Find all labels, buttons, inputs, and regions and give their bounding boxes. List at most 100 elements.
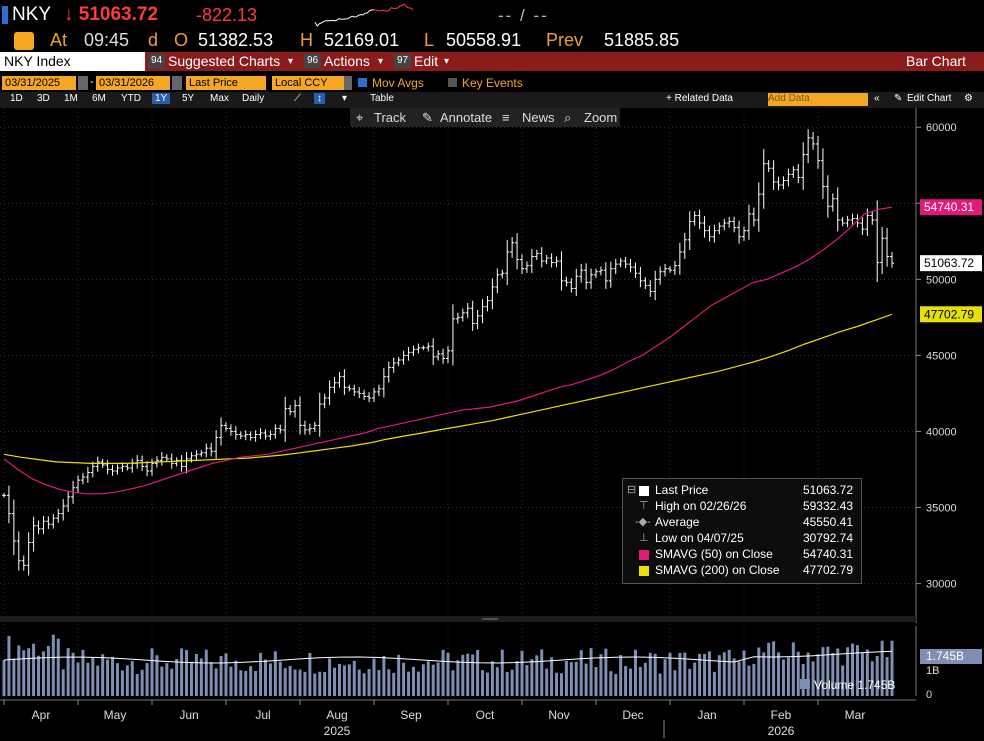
options-row: 03/31/2025 - 03/31/2026 Last Price Local… bbox=[0, 74, 984, 92]
start-date-input[interactable]: 03/31/2025 bbox=[2, 76, 76, 90]
volume-bar bbox=[125, 665, 129, 696]
volume-bar bbox=[32, 643, 36, 696]
news-icon[interactable]: ≡ bbox=[502, 110, 510, 125]
chevron-down-icon[interactable]: ▾ bbox=[288, 56, 294, 67]
price-bar bbox=[214, 430, 219, 459]
volume-bar bbox=[855, 645, 859, 696]
price-bar bbox=[228, 424, 233, 436]
price-bar bbox=[505, 240, 510, 286]
frequency-select[interactable]: Daily bbox=[242, 93, 265, 104]
volume-bar bbox=[120, 670, 124, 696]
volume-bar bbox=[851, 643, 855, 696]
news-button[interactable]: News bbox=[522, 110, 555, 125]
period-5y[interactable]: 5Y bbox=[182, 93, 195, 104]
track-icon[interactable]: ⌖ bbox=[356, 110, 364, 125]
volume-bar bbox=[337, 663, 341, 696]
volume-bar bbox=[416, 671, 420, 696]
price-bar bbox=[115, 464, 120, 475]
chevron-down-icon[interactable] bbox=[344, 76, 352, 90]
price-bar bbox=[278, 424, 283, 434]
price-bar bbox=[677, 242, 682, 275]
volume-bar bbox=[402, 662, 406, 696]
price-bar bbox=[475, 310, 480, 330]
period-1y[interactable]: 1Y bbox=[152, 93, 171, 104]
period-3d[interactable]: 3D bbox=[37, 93, 50, 104]
price-chart[interactable]: 30000350004000045000500005500060000 5474… bbox=[0, 108, 984, 741]
chart-legend[interactable]: ⊟ Last Price 51063.72 ⊤ High on 02/26/26… bbox=[622, 478, 862, 584]
price-bar bbox=[2, 493, 6, 498]
volume-bar bbox=[555, 672, 559, 696]
annotate-icon[interactable]: ✎ bbox=[422, 110, 433, 125]
volume-bar bbox=[550, 657, 554, 696]
volume-bar bbox=[303, 671, 307, 696]
annotate-button[interactable]: Annotate bbox=[440, 110, 493, 125]
volume-bar bbox=[707, 651, 711, 696]
period-max[interactable]: Max bbox=[210, 93, 229, 104]
volume-bar bbox=[525, 665, 529, 696]
track-button[interactable]: Track bbox=[374, 110, 407, 125]
zoom-icon[interactable]: ⌕ bbox=[564, 110, 572, 125]
volume-bar bbox=[693, 662, 697, 696]
chevron-down-icon[interactable]: ▾ bbox=[444, 56, 450, 67]
key-events-checkbox[interactable] bbox=[448, 78, 457, 87]
d-label: d bbox=[148, 30, 159, 50]
price-bar bbox=[426, 342, 431, 352]
wrench-icon[interactable]: ✎ bbox=[894, 93, 903, 104]
currency-select[interactable]: Local CCY bbox=[272, 76, 352, 90]
volume-legend: Volume 1.745B bbox=[800, 678, 895, 692]
mov-avgs-checkbox[interactable] bbox=[358, 78, 367, 87]
calendar-icon[interactable] bbox=[78, 76, 88, 90]
price-bar bbox=[776, 176, 781, 191]
period-1d[interactable]: 1D bbox=[10, 93, 23, 104]
zoom-button[interactable]: Zoom bbox=[584, 110, 618, 125]
volume-bar bbox=[71, 652, 75, 696]
volume-bar bbox=[870, 661, 874, 696]
period-ytd[interactable]: YTD bbox=[121, 93, 141, 104]
chevron-down-icon[interactable]: ▾ bbox=[342, 93, 348, 104]
volume-bar bbox=[27, 648, 31, 696]
month-label: Nov bbox=[548, 708, 569, 722]
ticker-symbol[interactable]: NKY bbox=[12, 4, 52, 25]
price-bar bbox=[658, 266, 663, 285]
field-select[interactable]: Last Price bbox=[186, 76, 266, 90]
price-bar bbox=[603, 262, 608, 289]
chevron-down-icon[interactable]: ▾ bbox=[378, 56, 384, 67]
volume-bar bbox=[392, 672, 396, 696]
volume-bar bbox=[796, 651, 800, 696]
last-price-tag-label: 51063.72 bbox=[924, 256, 974, 270]
volume-bar bbox=[165, 663, 169, 696]
period-6m[interactable]: 6M bbox=[92, 93, 106, 104]
edit-menu[interactable]: Edit bbox=[414, 53, 439, 69]
volume-bar bbox=[263, 659, 267, 696]
price-bar bbox=[880, 226, 885, 274]
suggested-charts-menu[interactable]: Suggested Charts bbox=[168, 53, 281, 69]
end-date-input[interactable]: 03/31/2026 bbox=[96, 76, 170, 90]
period-toolbar: 1D 3D 1M 6M YTD 1Y 5Y Max Daily ⟋ ↕ ▾ Ta… bbox=[0, 92, 984, 108]
volume-bar bbox=[51, 634, 55, 696]
line-chart-icon[interactable]: ⟋ bbox=[294, 93, 301, 104]
sma50-tag: 54740.31 bbox=[920, 199, 982, 216]
bar-chart-icon[interactable]: ↕ bbox=[314, 93, 325, 104]
security-field[interactable]: NKY Index bbox=[0, 52, 145, 71]
edit-chart-button[interactable]: Edit Chart bbox=[907, 93, 952, 104]
related-data-button[interactable]: + Related Data bbox=[666, 93, 733, 104]
volume-bar bbox=[76, 662, 80, 696]
volume-bar bbox=[466, 653, 470, 696]
sma200-tag-label: 47702.79 bbox=[924, 307, 974, 321]
gear-icon[interactable]: ⚙ bbox=[964, 93, 973, 104]
calendar-icon[interactable] bbox=[172, 76, 182, 90]
month-label: Mar bbox=[845, 708, 866, 722]
table-button[interactable]: Table bbox=[370, 93, 394, 104]
period-1m[interactable]: 1M bbox=[64, 93, 78, 104]
suggested-charts-number: 94 bbox=[148, 54, 166, 68]
collapse-icon[interactable]: « bbox=[874, 93, 880, 104]
actions-menu[interactable]: Actions bbox=[324, 53, 370, 69]
volume-bar bbox=[579, 650, 583, 696]
volume-bar bbox=[540, 649, 544, 696]
add-data-input[interactable]: Add Data bbox=[768, 93, 868, 106]
price-bar bbox=[391, 357, 396, 373]
volume-bar bbox=[249, 666, 253, 696]
volume-bar bbox=[175, 659, 179, 696]
volume-bar bbox=[535, 655, 539, 696]
volume-bar bbox=[298, 669, 302, 696]
